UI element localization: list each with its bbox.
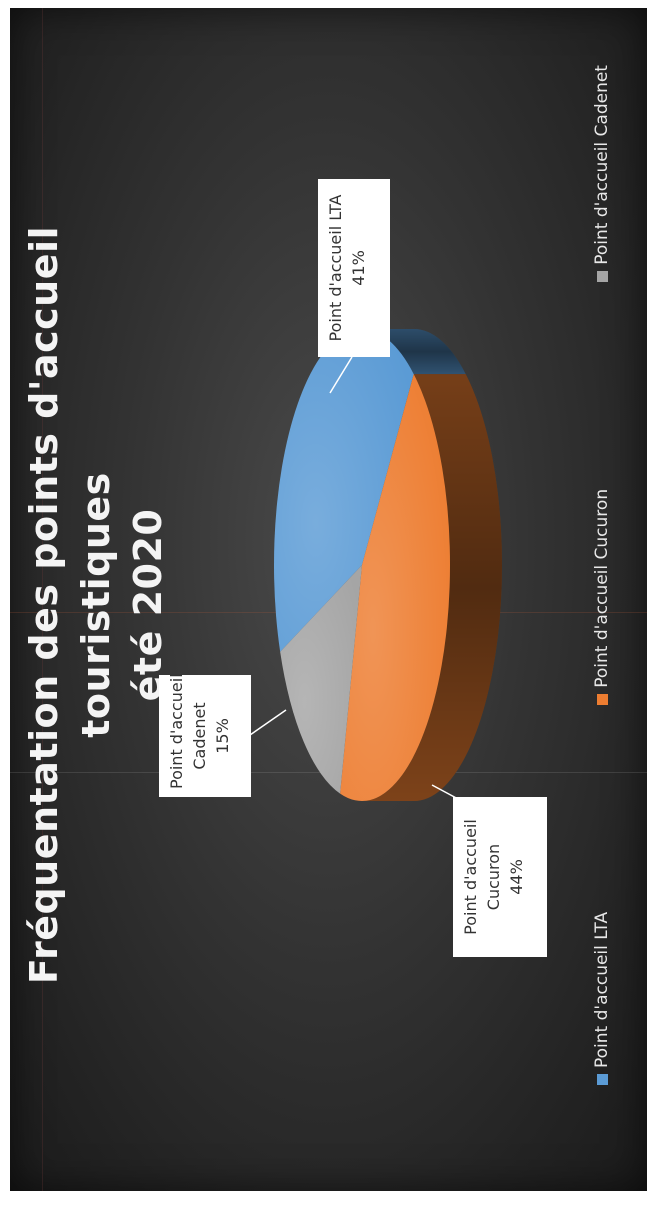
data-label-cadenet-line-1: Point d'accueil (167, 673, 186, 789)
scan-artifact (42, 8, 43, 1191)
data-label-cucuron-line-1: Point d'accueil (461, 819, 480, 935)
legend-label-lta: Point d'accueil LTA (592, 911, 612, 1068)
data-label-cucuron: Point d'accueil Cucuron 44% (453, 797, 547, 957)
pie-slice-cucuron-shine (340, 374, 450, 801)
legend-swatch-cucuron (596, 693, 608, 705)
legend-label-cucuron: Point d'accueil Cucuron (592, 488, 612, 688)
data-label-lta-line-1: Point d'accueil LTA (326, 194, 345, 342)
legend-item-cucuron: Point d'accueil Cucuron (592, 489, 612, 705)
data-label-cucuron-line-3: 44% (507, 859, 526, 895)
pie-slice-lta-side-shade (362, 329, 466, 375)
pie-slice-lta-shine (274, 329, 414, 652)
legend-item-cadenet: Point d'accueil Cadenet (592, 65, 612, 282)
leader-line-lta (329, 356, 353, 394)
pie-side-layer (362, 329, 502, 801)
legend-item-lta: Point d'accueil LTA (592, 912, 612, 1085)
data-label-lta-line-2: 41% (349, 250, 368, 286)
pie-slice-cucuron-side-shade (362, 374, 502, 801)
legend-label-cadenet: Point d'accueil Cadenet (592, 65, 612, 265)
data-label-lta: Point d'accueil LTA 41% (318, 179, 390, 357)
data-label-cadenet-line-3: 15% (213, 718, 232, 754)
data-label-cucuron-line-2: Cucuron (484, 843, 503, 911)
pie-top-layer (274, 329, 450, 801)
chart-legend: Point d'accueil LTA Point d'accueil Cucu… (592, 65, 612, 1085)
legend-swatch-lta (596, 1074, 608, 1085)
legend-swatch-cadenet (596, 270, 608, 282)
data-label-cadenet-line-2: Cadenet (190, 702, 209, 770)
leader-line-cadenet (249, 709, 287, 736)
data-label-cadenet: Point d'accueil Cadenet 15% (159, 673, 251, 797)
pie-slice-cadenet-shine (280, 565, 362, 794)
